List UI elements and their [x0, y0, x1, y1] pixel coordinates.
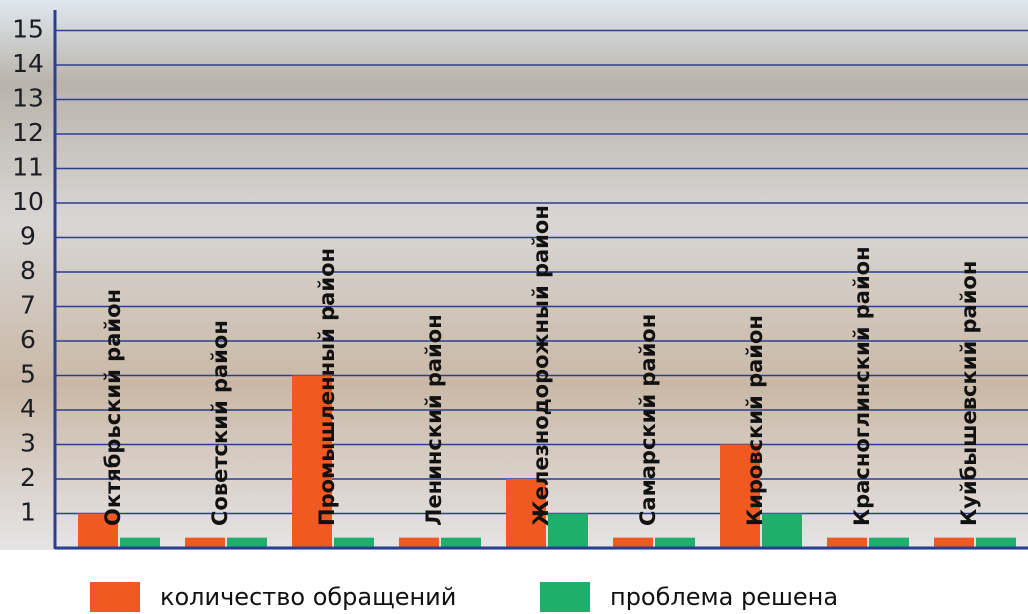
bar: [441, 538, 481, 548]
bar: [827, 538, 867, 548]
bar: [869, 538, 909, 548]
bar: [655, 538, 695, 548]
y-tick-label: 10: [12, 187, 44, 216]
bar: [613, 538, 653, 548]
y-tick-label: 1: [20, 498, 36, 527]
y-tick-label: 5: [20, 360, 36, 389]
legend-label: проблема решена: [610, 583, 838, 611]
bar: [934, 538, 974, 548]
bar: [976, 538, 1016, 548]
bar: [399, 538, 439, 548]
category-label: Красноглинский район: [850, 246, 874, 526]
category-label: Железнодорожный район: [529, 205, 553, 526]
y-tick-label: 15: [12, 15, 44, 44]
legend-swatch: [540, 582, 590, 612]
y-tick-label: 9: [20, 222, 36, 251]
bar: [185, 538, 225, 548]
category-label: Куйбышевский район: [957, 261, 981, 526]
y-tick-label: 11: [12, 153, 44, 182]
category-label: Самарский район: [636, 314, 660, 526]
chart: 123456789101112131415Октябрьский районСо…: [0, 0, 1028, 614]
category-label: Кировский район: [743, 315, 767, 526]
category-label: Советский район: [208, 320, 232, 526]
y-tick-label: 2: [20, 463, 36, 492]
category-label: Ленинский район: [422, 314, 446, 526]
bar: [227, 538, 267, 548]
bar: [120, 538, 160, 548]
y-tick-label: 8: [20, 256, 36, 285]
y-tick-label: 12: [12, 118, 44, 147]
legend-label: количество обращений: [160, 583, 456, 611]
y-tick-label: 7: [20, 291, 36, 320]
category-label: Октябрьский район: [101, 289, 125, 526]
y-tick-label: 14: [12, 49, 44, 78]
y-tick-label: 3: [20, 429, 36, 458]
page: {"chart_data": {"type": "bar", "categori…: [0, 0, 1028, 614]
bar: [762, 514, 802, 549]
bar: [548, 514, 588, 549]
category-label: Промышленный район: [315, 248, 339, 526]
bar: [334, 538, 374, 548]
y-tick-label: 6: [20, 325, 36, 354]
y-tick-label: 13: [12, 84, 44, 113]
legend-swatch: [90, 582, 140, 612]
y-tick-label: 4: [20, 394, 36, 423]
